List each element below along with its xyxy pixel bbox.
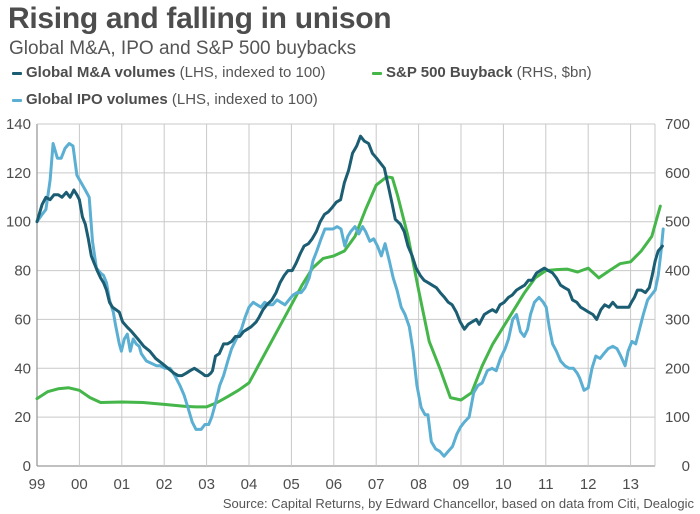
series-line-global-m-a-volumes-lhs-indexed-to-100 bbox=[35, 134, 664, 378]
x-tick: 06 bbox=[325, 476, 342, 493]
y-tick-right: 0 bbox=[682, 458, 690, 475]
y-axis-left: 0 20 40 60 80 100 120 140 bbox=[6, 116, 31, 475]
y-tick-right: 100 bbox=[665, 409, 690, 426]
y-tick-left: 0 bbox=[23, 458, 31, 475]
x-tick: 12 bbox=[580, 476, 597, 493]
series-line-s-p-500-buyback-rhs-bn bbox=[35, 175, 662, 409]
y-tick-right: 200 bbox=[665, 360, 690, 377]
y-tick-left: 120 bbox=[6, 165, 31, 182]
legend-item-ipo: Global IPO volumes (LHS, indexed to 100) bbox=[12, 91, 318, 108]
x-tick: 05 bbox=[283, 476, 300, 493]
x-tick: 10 bbox=[495, 476, 512, 493]
legend-swatch-ma bbox=[12, 71, 22, 75]
y-tick-left: 100 bbox=[6, 214, 31, 231]
x-tick: 99 bbox=[29, 476, 46, 493]
legend-label-ipo-bold: Global IPO volumes bbox=[26, 91, 168, 108]
x-tick: 08 bbox=[410, 476, 427, 493]
legend-label-ma-rest: (LHS, indexed to 100) bbox=[175, 64, 326, 81]
y-tick-right: 500 bbox=[665, 214, 690, 231]
chart-subtitle: Global M&A, IPO and S&P 500 buybacks bbox=[9, 38, 357, 59]
legend-label-buyback-rest: (RHS, $bn) bbox=[512, 64, 592, 81]
y-tick-right: 400 bbox=[665, 263, 690, 280]
y-tick-right: 600 bbox=[665, 165, 690, 182]
legend-item-ma: Global M&A volumes (LHS, indexed to 100) bbox=[12, 64, 326, 81]
x-tick: 09 bbox=[453, 476, 470, 493]
x-tick: 11 bbox=[538, 476, 554, 493]
y-tick-left: 140 bbox=[6, 116, 31, 133]
x-axis: 99 00 01 02 03 04 05 06 07 08 09 10 11 12 13 bbox=[29, 476, 639, 493]
legend-item-buyback: S&P 500 Buyback (RHS, $bn) bbox=[372, 64, 592, 81]
legend-label-buyback-bold: S&P 500 Buyback bbox=[386, 64, 513, 81]
legend-label-ipo-rest: (LHS, indexed to 100) bbox=[167, 91, 318, 108]
x-tick: 01 bbox=[113, 476, 130, 493]
x-tick: 04 bbox=[241, 476, 258, 493]
y-tick-left: 40 bbox=[14, 360, 31, 377]
series-lines bbox=[35, 134, 665, 458]
y-tick-left: 60 bbox=[14, 311, 31, 328]
x-tick: 13 bbox=[622, 476, 639, 493]
x-tick: 02 bbox=[156, 476, 173, 493]
y-axis-right: 0 100 200 300 400 500 600 700 bbox=[665, 116, 690, 475]
source-note: Source: Capital Returns, by Edward Chanc… bbox=[222, 496, 694, 511]
legend-swatch-buyback bbox=[372, 71, 382, 75]
y-tick-left: 20 bbox=[14, 409, 31, 426]
x-tick: 00 bbox=[71, 476, 88, 493]
grid-lines bbox=[36, 123, 656, 467]
y-tick-left: 80 bbox=[14, 263, 31, 280]
chart-title: Rising and falling in unison bbox=[8, 2, 392, 35]
y-tick-right: 300 bbox=[665, 311, 690, 328]
x-tick: 07 bbox=[368, 476, 385, 493]
legend-swatch-ipo bbox=[12, 98, 22, 102]
series-line-global-ipo-volumes-lhs-indexed-to-100 bbox=[35, 142, 665, 458]
x-tick: 03 bbox=[198, 476, 215, 493]
legend-label-ma-bold: Global M&A volumes bbox=[26, 64, 176, 81]
y-tick-right: 700 bbox=[665, 116, 690, 133]
